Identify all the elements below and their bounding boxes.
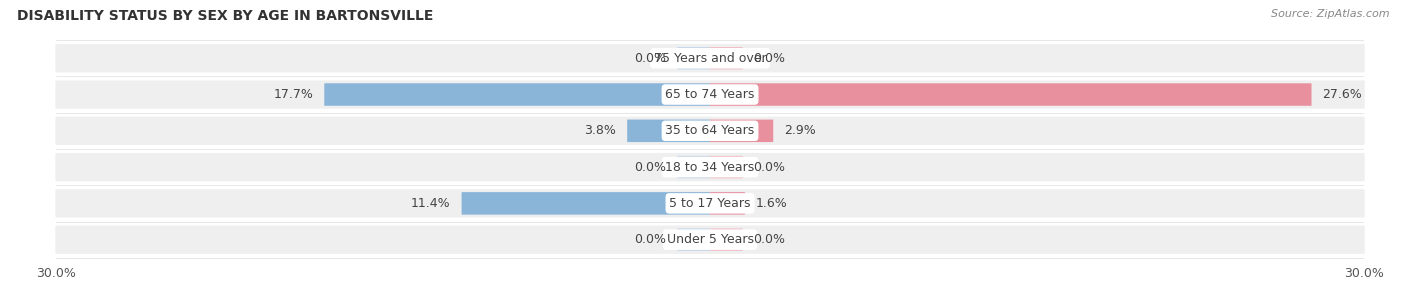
Text: 65 to 74 Years: 65 to 74 Years xyxy=(665,88,755,101)
FancyBboxPatch shape xyxy=(710,156,742,178)
FancyBboxPatch shape xyxy=(55,226,1365,254)
FancyBboxPatch shape xyxy=(710,83,1312,106)
Text: 0.0%: 0.0% xyxy=(754,233,786,246)
Text: 27.6%: 27.6% xyxy=(1323,88,1362,101)
FancyBboxPatch shape xyxy=(55,153,1365,181)
Text: 0.0%: 0.0% xyxy=(634,161,666,174)
FancyBboxPatch shape xyxy=(461,192,710,215)
FancyBboxPatch shape xyxy=(55,117,1365,145)
Text: Source: ZipAtlas.com: Source: ZipAtlas.com xyxy=(1271,9,1389,19)
Text: 0.0%: 0.0% xyxy=(754,161,786,174)
FancyBboxPatch shape xyxy=(55,80,1365,109)
Text: 5 to 17 Years: 5 to 17 Years xyxy=(669,197,751,210)
FancyBboxPatch shape xyxy=(678,47,710,70)
Text: 0.0%: 0.0% xyxy=(754,52,786,65)
FancyBboxPatch shape xyxy=(710,47,742,70)
Text: 17.7%: 17.7% xyxy=(274,88,314,101)
FancyBboxPatch shape xyxy=(678,156,710,178)
Text: 0.0%: 0.0% xyxy=(634,233,666,246)
Text: DISABILITY STATUS BY SEX BY AGE IN BARTONSVILLE: DISABILITY STATUS BY SEX BY AGE IN BARTO… xyxy=(17,9,433,23)
Text: Under 5 Years: Under 5 Years xyxy=(666,233,754,246)
FancyBboxPatch shape xyxy=(710,119,773,142)
FancyBboxPatch shape xyxy=(710,192,745,215)
Text: 11.4%: 11.4% xyxy=(411,197,451,210)
FancyBboxPatch shape xyxy=(55,44,1365,72)
Text: 35 to 64 Years: 35 to 64 Years xyxy=(665,124,755,137)
Text: 3.8%: 3.8% xyxy=(585,124,616,137)
Text: 1.6%: 1.6% xyxy=(756,197,787,210)
FancyBboxPatch shape xyxy=(710,228,742,251)
Text: 2.9%: 2.9% xyxy=(785,124,815,137)
FancyBboxPatch shape xyxy=(55,189,1365,218)
Text: 0.0%: 0.0% xyxy=(634,52,666,65)
FancyBboxPatch shape xyxy=(325,83,710,106)
FancyBboxPatch shape xyxy=(627,119,710,142)
FancyBboxPatch shape xyxy=(678,228,710,251)
Text: 75 Years and over: 75 Years and over xyxy=(654,52,766,65)
Text: 18 to 34 Years: 18 to 34 Years xyxy=(665,161,755,174)
